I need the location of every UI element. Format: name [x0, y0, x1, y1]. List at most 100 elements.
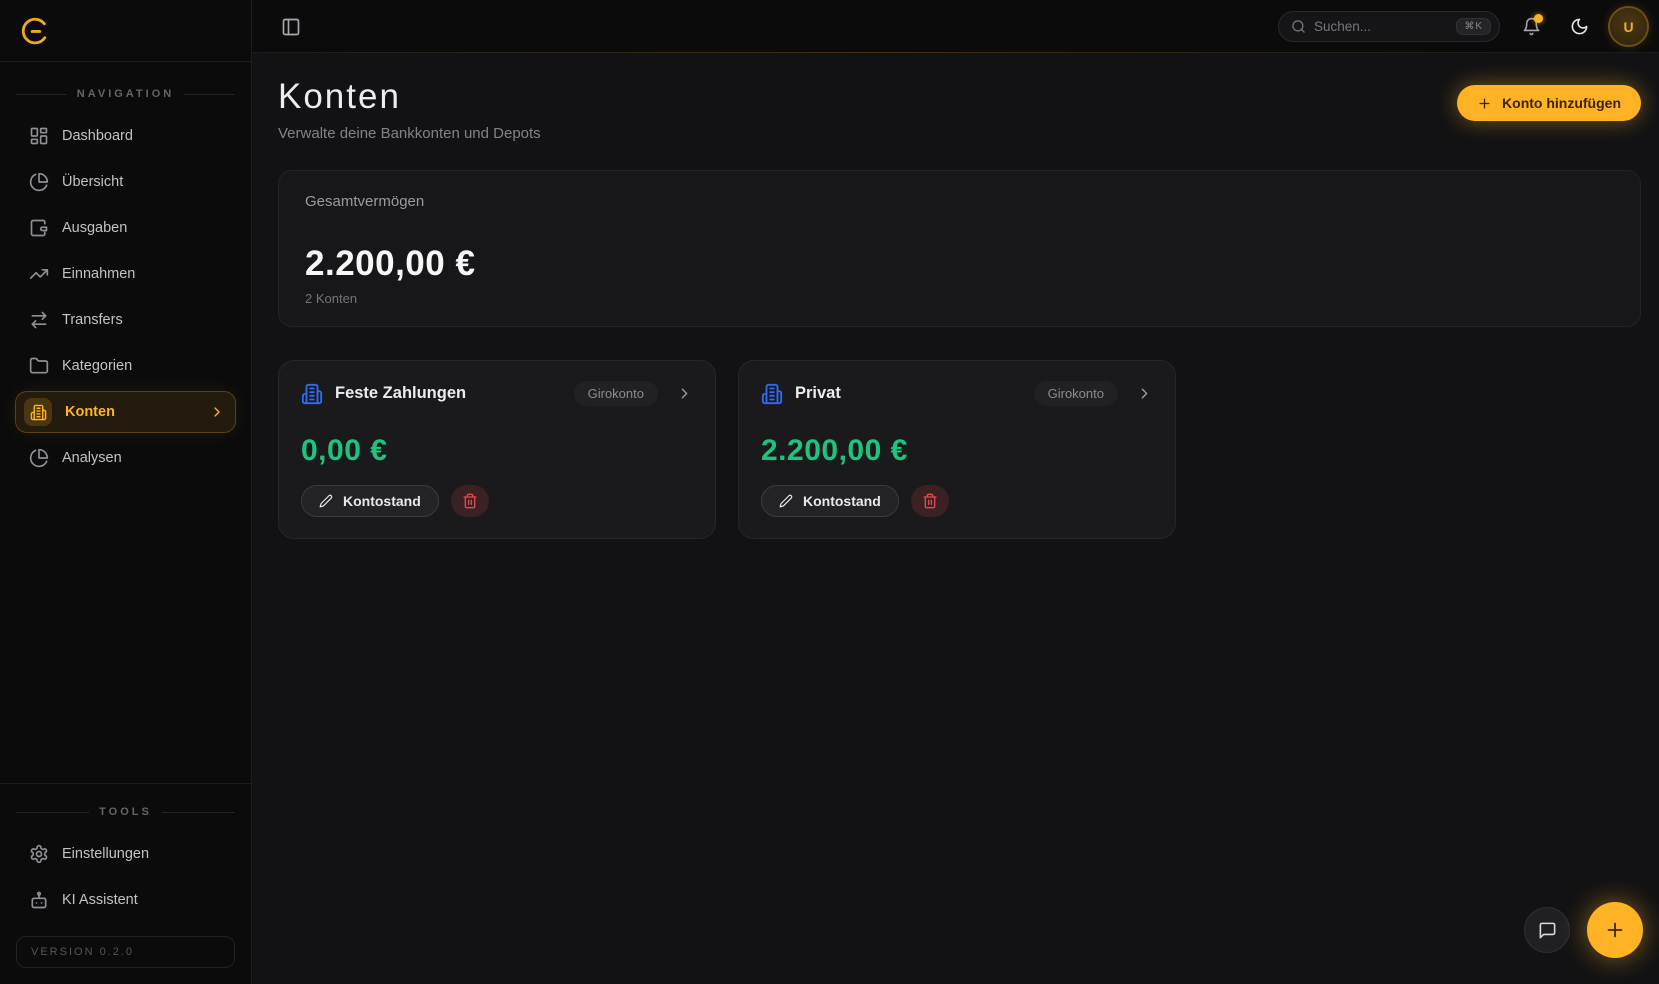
sidebar-item-einnahmen[interactable]: Einnahmen — [16, 254, 235, 294]
main-content: Konten Verwalte deine Bankkonten und Dep… — [252, 53, 1659, 984]
bank-building-icon — [301, 383, 323, 404]
sidebar-item-transfers[interactable]: Transfers — [16, 300, 235, 340]
arrows-left-right-icon — [31, 311, 47, 329]
pencil-icon — [779, 494, 793, 508]
account-balance: 2.200,00 € — [761, 434, 908, 467]
sidebar-item-label: Einstellungen — [62, 846, 150, 862]
account-balance: 0,00 € — [301, 434, 388, 467]
bot-icon — [31, 891, 47, 909]
sidebar-item-label: Konten — [65, 404, 115, 420]
delete-account-button[interactable] — [910, 485, 949, 517]
layout-dashboard-icon — [30, 127, 48, 145]
sidebar-item-ausgaben[interactable]: Ausgaben — [16, 208, 235, 248]
account-actions: Kontostand — [301, 485, 693, 517]
sidebar-item-label: Einnahmen — [62, 266, 136, 282]
sidebar-item-label: Dashboard — [62, 128, 133, 144]
version-badge: VERSION 0.2.0 — [16, 936, 235, 968]
moon-icon — [1571, 18, 1587, 35]
total-assets-label: Gesamtvermögen — [305, 193, 425, 210]
sidebar-item-dashboard[interactable]: Dashboard — [16, 116, 235, 156]
account-type-badge: Girokonto — [573, 381, 658, 406]
sidebar-toggle-button[interactable] — [274, 10, 308, 44]
total-assets-amount: 2.200,00 € — [305, 244, 476, 283]
chat-assistant-button[interactable] — [1524, 907, 1570, 953]
add-account-button[interactable]: Konto hinzufügen — [1457, 85, 1641, 121]
gear-icon — [30, 844, 48, 864]
sidebar-item-label: Ausgaben — [62, 220, 128, 236]
topbar: ⌘K U — [252, 0, 1659, 53]
page-header: Konten Verwalte deine Bankkonten und Dep… — [252, 53, 1659, 142]
search-box[interactable]: ⌘K — [1278, 11, 1500, 42]
total-assets-card: Gesamtvermögen 2.200,00 € 2 Konten — [278, 170, 1641, 327]
plus-icon — [1479, 98, 1490, 108]
chevron-right-icon[interactable] — [1136, 385, 1153, 402]
bank-building-icon — [30, 404, 46, 420]
tools-section-heading: TOOLS — [16, 806, 236, 818]
sidebar-item-einstellungen[interactable]: Einstellungen — [16, 834, 235, 874]
account-card-feste-zahlungen: Feste Zahlungen Girokonto 0,00 € Kontost… — [278, 360, 716, 539]
sidebar-item-ki-assistent[interactable]: KI Assistent — [16, 880, 235, 920]
trending-up-icon — [29, 269, 49, 279]
chevron-right-icon — [214, 407, 220, 417]
sidebar-item-label: Analysen — [62, 450, 122, 466]
edit-balance-label: Kontostand — [343, 493, 421, 509]
add-account-label: Konto hinzufügen — [1502, 95, 1621, 111]
delete-account-button[interactable] — [450, 485, 489, 517]
topbar-actions: ⌘K U — [1278, 8, 1647, 45]
bell-icon — [1523, 17, 1539, 36]
trash-icon — [463, 493, 477, 509]
sidebar: NAVIGATION Dashboard Übersicht Ausgaben … — [0, 0, 252, 984]
edit-balance-button[interactable]: Kontostand — [761, 485, 899, 517]
notification-dot — [1534, 13, 1543, 23]
accounts-list: Feste Zahlungen Girokonto 0,00 € Kontost… — [278, 360, 1641, 539]
active-icon-chip — [24, 398, 52, 426]
search-input[interactable] — [1314, 19, 1449, 34]
account-card-privat: Privat Girokonto 2.200,00 € Kontostand — [738, 360, 1176, 539]
page-subtitle: Verwalte deine Bankkonten und Depots — [278, 125, 541, 142]
account-card-header: Privat Girokonto — [761, 381, 1153, 406]
account-name: Privat — [795, 384, 841, 402]
sidebar-tools: TOOLS Einstellungen KI Assistent VERSION… — [0, 783, 251, 984]
sidebar-item-label: Transfers — [62, 312, 123, 328]
bank-building-icon — [761, 383, 783, 404]
account-card-header: Feste Zahlungen Girokonto — [301, 381, 693, 406]
sidebar-item-analysen[interactable]: Analysen — [16, 438, 235, 478]
nav-heading-label: NAVIGATION — [76, 88, 175, 100]
pencil-icon — [319, 494, 333, 508]
sidebar-item-konten[interactable]: Konten — [16, 392, 235, 432]
page-title: Konten — [278, 77, 401, 116]
theme-toggle-button[interactable] — [1562, 10, 1596, 44]
tools-heading-label: TOOLS — [99, 806, 152, 818]
user-avatar[interactable]: U — [1610, 8, 1647, 45]
account-name: Feste Zahlungen — [335, 384, 467, 402]
sidebar-nav: NAVIGATION Dashboard Übersicht Ausgaben … — [0, 62, 251, 783]
wallet-icon — [30, 219, 48, 237]
edit-balance-label: Kontostand — [803, 493, 881, 509]
sidebar-item-label: Übersicht — [62, 174, 124, 190]
trash-icon — [923, 493, 937, 509]
avatar-initial: U — [1623, 18, 1634, 35]
nav-section-heading: NAVIGATION — [16, 88, 235, 100]
pie-chart-icon — [29, 172, 49, 192]
search-icon — [1292, 20, 1305, 33]
total-assets-count: 2 Konten — [305, 291, 358, 306]
sidebar-item-label: Kategorien — [62, 358, 133, 374]
edit-balance-button[interactable]: Kontostand — [301, 485, 439, 517]
quick-add-button[interactable] — [1587, 902, 1643, 958]
pie-chart-icon — [29, 448, 49, 468]
sidebar-item-kategorien[interactable]: Kategorien — [16, 346, 235, 386]
chevron-right-icon[interactable] — [676, 385, 693, 402]
folder-icon — [29, 357, 49, 374]
version-label: VERSION 0.2.0 — [31, 946, 135, 958]
account-type-badge: Girokonto — [1033, 381, 1118, 406]
panel-left-icon — [282, 18, 300, 35]
logo-area — [0, 0, 251, 62]
search-shortcut-badge: ⌘K — [1456, 18, 1491, 35]
sidebar-item-uebersicht[interactable]: Übersicht — [16, 162, 235, 202]
plus-icon — [1607, 922, 1623, 938]
app-logo-icon[interactable] — [18, 14, 52, 48]
notifications-button[interactable] — [1514, 10, 1548, 44]
account-actions: Kontostand — [761, 485, 1153, 517]
sidebar-item-label: KI Assistent — [62, 892, 138, 908]
message-square-icon — [1539, 922, 1555, 938]
